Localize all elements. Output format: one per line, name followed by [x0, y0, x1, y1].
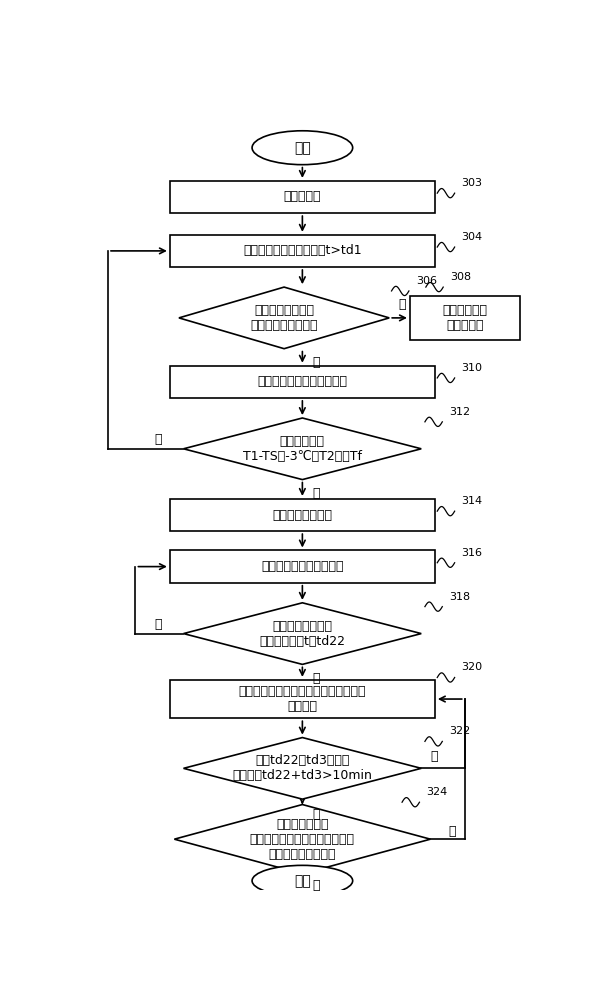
Text: 308: 308	[450, 272, 471, 282]
Polygon shape	[183, 738, 421, 799]
Text: 314: 314	[461, 496, 483, 506]
Text: 310: 310	[461, 363, 483, 373]
Text: 320: 320	[461, 662, 483, 672]
Text: 控制导风条继续
按照最大摆动范围进行摆动，并
判断是否有关机指令: 控制导风条继续 按照最大摆动范围进行摆动，并 判断是否有关机指令	[250, 818, 355, 861]
Polygon shape	[183, 603, 421, 664]
Text: 否: 否	[431, 750, 438, 763]
Bar	[170, 550, 435, 583]
Bar	[410, 296, 520, 340]
Text: 303: 303	[461, 178, 483, 188]
Text: 304: 304	[461, 232, 483, 242]
Text: 是: 是	[312, 808, 320, 821]
Text: 开启空调器: 开启空调器	[284, 190, 321, 204]
Text: 316: 316	[461, 548, 483, 558]
Text: 风机转速提高一档: 风机转速提高一档	[273, 509, 332, 522]
Text: 导风条转至最大出风角度: 导风条转至最大出风角度	[261, 560, 343, 573]
Ellipse shape	[252, 131, 353, 165]
Text: 324: 324	[427, 787, 448, 797]
Text: 否: 否	[155, 618, 162, 631]
Text: 是: 是	[312, 672, 320, 685]
Text: 318: 318	[449, 592, 470, 602]
Polygon shape	[174, 805, 431, 874]
Text: 是: 是	[312, 879, 320, 892]
Text: 判断空调器是否是
制冷模式或制热模式: 判断空调器是否是 制冷模式或制热模式	[250, 304, 318, 332]
Text: 312: 312	[449, 407, 470, 417]
Text: 开始: 开始	[294, 141, 311, 155]
Text: 判断td22和td3的关系
是否满足td22+td3>10min: 判断td22和td3的关系 是否满足td22+td3>10min	[232, 754, 372, 782]
Text: 否: 否	[155, 433, 162, 446]
Text: 执行制冷模式
的控制步骤: 执行制冷模式 的控制步骤	[442, 304, 487, 332]
Ellipse shape	[252, 865, 353, 896]
Text: 结束: 结束	[294, 874, 311, 888]
Bar	[170, 680, 435, 718]
Text: 确定空调器运行在制热模式: 确定空调器运行在制热模式	[257, 375, 348, 388]
Text: 判断是否满足
T1-TS＞-3℃且T2大于Tf: 判断是否满足 T1-TS＞-3℃且T2大于Tf	[243, 435, 362, 463]
Text: 控制空调器的导风条按照最大摆动范围
进行摆动: 控制空调器的导风条按照最大摆动范围 进行摆动	[238, 685, 366, 713]
Text: 否: 否	[449, 825, 456, 838]
Polygon shape	[179, 287, 389, 349]
Bar	[170, 499, 435, 531]
Bar	[170, 181, 435, 213]
Text: 是: 是	[312, 487, 320, 500]
Text: 306: 306	[416, 276, 437, 286]
Bar	[170, 366, 435, 398]
Bar	[170, 235, 435, 267]
Text: 判断判断风机提速
后的持续时间t＞td22: 判断判断风机提速 后的持续时间t＞td22	[260, 620, 345, 648]
Text: 否: 否	[398, 298, 406, 311]
Text: 确定风机的连续运行时间t>td1: 确定风机的连续运行时间t>td1	[243, 244, 362, 257]
Text: 是: 是	[312, 356, 320, 369]
Polygon shape	[183, 418, 421, 480]
Text: 322: 322	[449, 726, 470, 736]
